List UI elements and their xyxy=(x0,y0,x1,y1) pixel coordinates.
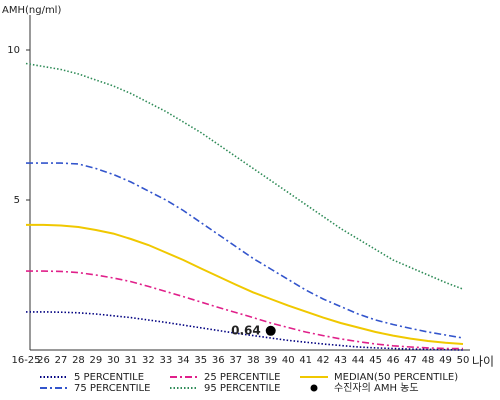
y-tick-label: 10 xyxy=(7,45,20,56)
x-tick-label: 44 xyxy=(352,355,365,366)
x-tick-label: 32 xyxy=(142,355,155,366)
series-line xyxy=(25,62,464,290)
x-axis-label: 나이 xyxy=(472,355,494,369)
series-line xyxy=(26,223,464,345)
x-tick-label: 28 xyxy=(72,355,85,366)
x-tick-label: 26 xyxy=(37,355,50,366)
legend-label: 수진자의 AMH 농도 xyxy=(334,382,419,394)
patient-value-label: 0.64 xyxy=(231,323,261,337)
patient-point xyxy=(265,325,276,336)
x-tick-label: 45 xyxy=(369,355,382,366)
series-line xyxy=(26,162,464,339)
x-tick-label: 48 xyxy=(422,355,435,366)
x-tick-label: 34 xyxy=(177,355,190,366)
x-tick-label: 35 xyxy=(194,355,207,366)
x-tick-label: 38 xyxy=(247,355,260,366)
x-tick-label: 37 xyxy=(229,355,242,366)
x-tick-label: 49 xyxy=(439,355,452,366)
x-tick-label: 33 xyxy=(159,355,172,366)
legend-label: 25 PERCENTILE xyxy=(204,372,280,383)
x-tick-label: 50 xyxy=(457,355,470,366)
x-tick-label: 31 xyxy=(125,355,138,366)
legend-label: 5 PERCENTILE xyxy=(74,372,144,383)
y-tick-label: 5 xyxy=(14,195,20,206)
x-tick-label: 40 xyxy=(282,355,295,366)
x-tick-label: 29 xyxy=(90,355,103,366)
x-tick-label: 16-25 xyxy=(11,355,40,366)
x-tick-label: 39 xyxy=(264,355,277,366)
x-tick-label: 30 xyxy=(107,355,120,366)
x-tick-label: 46 xyxy=(387,355,400,366)
legend-label: 75 PERCENTILE xyxy=(74,383,150,394)
x-tick-label: 43 xyxy=(334,355,347,366)
legend-label: 95 PERCENTILE xyxy=(204,383,280,394)
x-tick-label: 42 xyxy=(317,355,330,366)
x-tick-label: 47 xyxy=(404,355,417,366)
legend-swatch xyxy=(310,384,318,392)
x-tick-label: 27 xyxy=(55,355,68,366)
x-tick-label: 41 xyxy=(299,355,312,366)
legend-label: MEDIAN(50 PERCENTILE) xyxy=(334,372,458,383)
x-tick-label: 36 xyxy=(212,355,225,366)
y-axis-label: AMH(ng/ml) xyxy=(2,5,61,16)
